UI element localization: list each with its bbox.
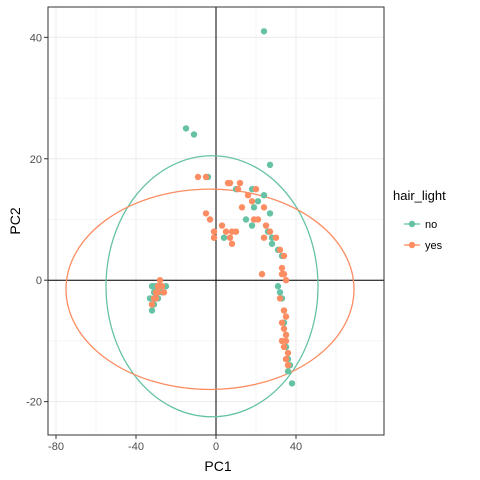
- ellipse-no: [105, 155, 319, 418]
- point-yes: [156, 276, 164, 284]
- point-yes: [282, 313, 290, 320]
- point-no: [266, 210, 274, 217]
- point-no: [250, 204, 258, 211]
- data-points: [146, 28, 296, 387]
- point-yes: [156, 283, 164, 290]
- point-yes: [244, 191, 252, 199]
- point-yes: [280, 343, 288, 351]
- y-axis-title: PC2: [7, 207, 23, 234]
- point-yes: [202, 210, 210, 217]
- confidence-ellipses: [65, 155, 355, 418]
- legend: hair_light no yes: [393, 188, 446, 252]
- point-yes: [160, 289, 168, 296]
- legend-items: no yes: [404, 219, 443, 252]
- point-yes: [248, 198, 256, 205]
- point-yes: [254, 216, 262, 223]
- point-no: [242, 216, 250, 223]
- legend-label-yes: yes: [425, 240, 443, 252]
- point-yes: [228, 240, 236, 247]
- y-axis-ticks: -20 0 20 40: [26, 32, 48, 409]
- point-no: [220, 234, 228, 241]
- point-yes: [206, 216, 214, 223]
- point-yes: [282, 276, 290, 284]
- x-tick-label: -80: [48, 441, 64, 453]
- point-yes: [284, 361, 292, 369]
- legend-key-point-yes: [408, 241, 416, 249]
- point-no: [284, 368, 292, 375]
- point-yes: [148, 301, 156, 308]
- point-yes: [272, 234, 280, 241]
- point-yes: [262, 222, 270, 229]
- point-yes: [210, 234, 218, 241]
- point-yes: [194, 173, 202, 181]
- point-no: [254, 198, 262, 205]
- point-yes: [278, 319, 286, 326]
- point-yes: [232, 228, 240, 235]
- point-yes: [226, 179, 234, 187]
- point-no: [248, 222, 256, 229]
- point-yes: [222, 228, 230, 235]
- point-yes: [276, 246, 284, 254]
- point-yes: [260, 204, 268, 211]
- point-no: [288, 380, 296, 387]
- point-yes: [234, 185, 242, 193]
- point-no: [266, 161, 274, 169]
- legend-key-point-no: [408, 220, 416, 228]
- legend-label-no: no: [425, 219, 437, 231]
- point-yes: [226, 234, 234, 241]
- point-yes: [154, 289, 162, 296]
- x-axis-title: PC1: [204, 458, 231, 474]
- point-no: [276, 289, 284, 296]
- point-no: [260, 191, 268, 199]
- y-tick-label: 40: [30, 32, 42, 44]
- y-tick-label: 0: [36, 275, 42, 287]
- point-yes: [202, 173, 210, 181]
- point-yes: [252, 185, 260, 193]
- point-yes: [260, 234, 268, 241]
- point-no: [148, 307, 156, 314]
- x-tick-label: 0: [213, 441, 219, 453]
- point-yes: [282, 355, 290, 363]
- point-yes: [152, 295, 160, 302]
- x-tick-label: -40: [128, 441, 144, 453]
- point-yes: [266, 228, 274, 235]
- y-tick-label: -20: [26, 397, 42, 409]
- point-no: [182, 125, 190, 132]
- x-tick-label: 40: [290, 441, 302, 453]
- point-yes: [280, 307, 288, 314]
- point-yes: [282, 337, 290, 345]
- legend-title: hair_light: [393, 188, 446, 203]
- point-yes: [276, 295, 284, 302]
- point-yes: [218, 222, 226, 229]
- reference-lines: [48, 7, 384, 435]
- x-axis-ticks: -80 -40 0 40: [48, 435, 302, 453]
- point-no: [268, 240, 276, 247]
- ellipse-yes: [65, 188, 355, 391]
- point-yes: [282, 331, 290, 339]
- point-yes: [278, 270, 286, 278]
- point-yes: [210, 228, 218, 235]
- point-no: [260, 28, 268, 35]
- y-tick-label: 20: [30, 154, 42, 166]
- point-yes: [236, 179, 244, 187]
- point-yes: [280, 252, 288, 260]
- point-no: [274, 283, 282, 290]
- point-yes: [284, 349, 292, 357]
- point-yes: [280, 325, 288, 332]
- point-yes: [278, 264, 286, 272]
- point-yes: [238, 204, 246, 211]
- point-no: [190, 131, 198, 138]
- point-yes: [258, 270, 266, 278]
